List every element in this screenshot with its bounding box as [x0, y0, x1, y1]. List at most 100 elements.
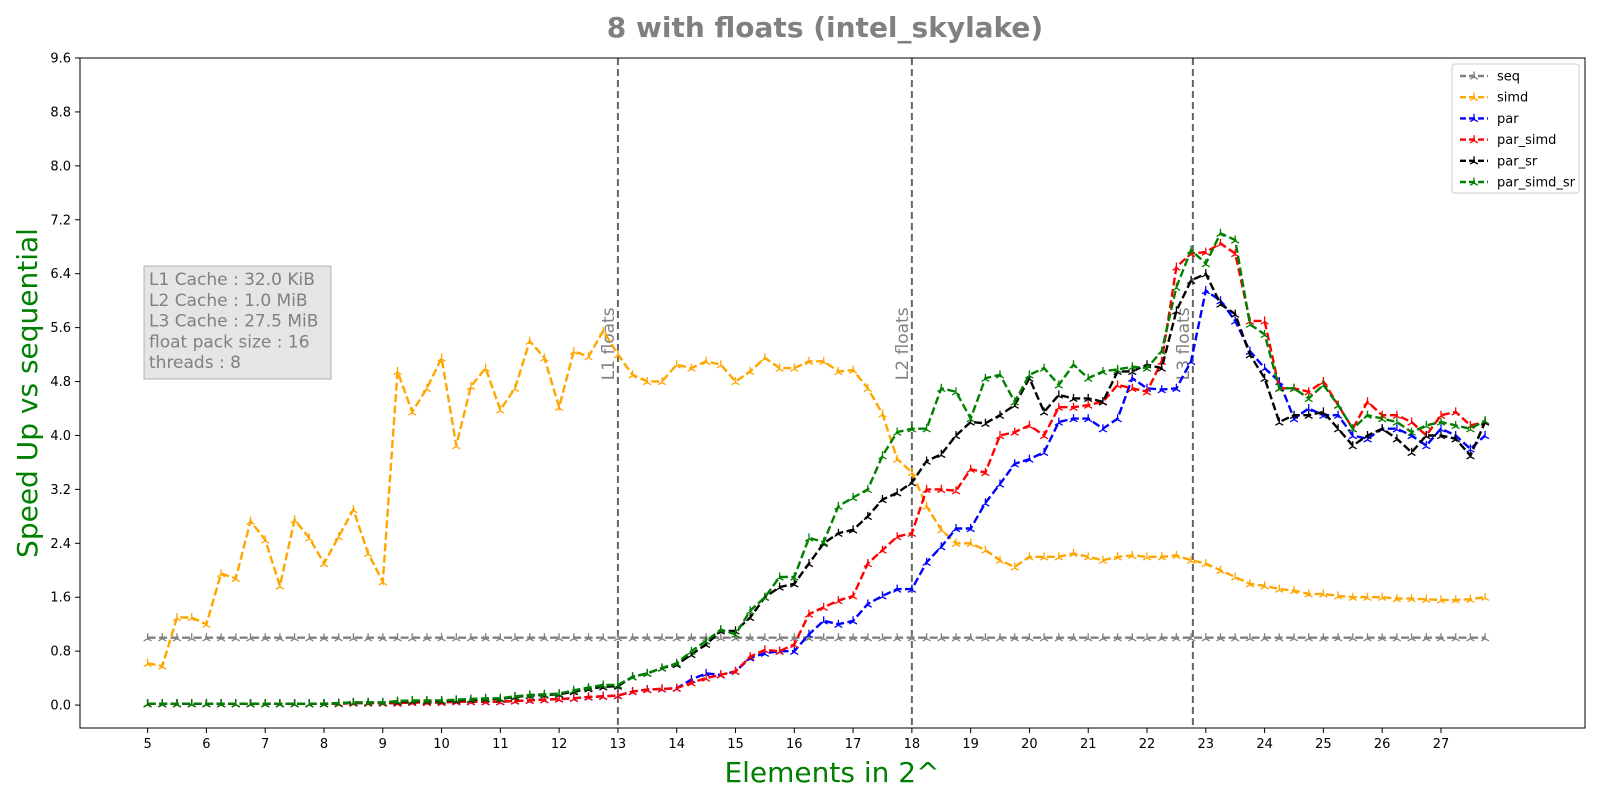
data-point	[187, 633, 196, 642]
data-point	[1480, 592, 1490, 601]
data-point	[1275, 633, 1284, 642]
data-point	[1172, 306, 1181, 315]
data-point	[760, 645, 770, 654]
data-point	[672, 360, 681, 369]
data-point	[1333, 424, 1343, 433]
data-point	[937, 383, 946, 393]
data-point	[452, 695, 461, 704]
data-point	[1098, 366, 1108, 376]
data-point	[1172, 262, 1181, 271]
x-tick-label: 22	[1139, 737, 1156, 752]
data-point	[775, 572, 784, 581]
data-point	[158, 699, 167, 708]
data-point	[305, 699, 314, 708]
plot-frame	[79, 57, 1586, 729]
data-point	[1128, 383, 1137, 393]
data-point	[790, 646, 799, 655]
data-point	[892, 532, 902, 541]
data-point	[966, 414, 975, 423]
cache-vline-label: L2 floats	[893, 307, 913, 380]
data-point	[1275, 417, 1284, 426]
data-point	[1407, 633, 1416, 642]
data-point	[407, 695, 417, 705]
data-point	[554, 689, 564, 698]
data-point	[1319, 633, 1328, 642]
data-point	[892, 633, 902, 642]
data-point	[1113, 414, 1122, 423]
data-point	[1157, 385, 1166, 394]
data-point	[775, 633, 784, 642]
data-point	[1245, 350, 1255, 359]
series-line-par_simd_sr	[147, 231, 1486, 705]
data-point	[1289, 410, 1299, 419]
data-point	[907, 584, 917, 593]
data-point	[687, 363, 696, 372]
data-point	[951, 538, 961, 548]
data-point	[216, 569, 226, 578]
data-point	[613, 691, 623, 700]
data-point	[628, 672, 637, 681]
data-point	[922, 557, 931, 566]
data-point	[834, 633, 843, 642]
data-point	[1436, 595, 1446, 604]
data-point	[790, 572, 799, 581]
data-point	[966, 464, 975, 473]
x-tick-label: 9	[379, 737, 387, 752]
data-point	[1054, 390, 1064, 399]
data-point	[1230, 309, 1240, 318]
data-point	[672, 683, 681, 692]
data-point	[393, 366, 402, 376]
legend-marker-simd	[1469, 92, 1479, 101]
data-point	[804, 533, 814, 542]
data-point	[1054, 633, 1064, 642]
data-point	[1260, 373, 1269, 382]
data-point	[246, 633, 255, 642]
data-point	[1289, 586, 1299, 595]
data-point	[613, 633, 623, 642]
data-point	[760, 353, 770, 362]
data-point	[216, 633, 226, 642]
data-point	[216, 699, 226, 708]
vline-layer: L1 floats L2 floats L3 floats	[599, 58, 1194, 728]
data-point	[1083, 633, 1093, 642]
data-point	[1216, 228, 1225, 238]
data-point	[1142, 387, 1152, 396]
data-point	[1407, 447, 1416, 457]
data-point	[437, 353, 446, 362]
data-point	[687, 633, 696, 642]
data-point	[672, 633, 681, 642]
cache-vline-label: L1 floats	[599, 307, 619, 380]
data-point	[319, 633, 329, 642]
data-point	[1230, 235, 1240, 244]
data-point	[1260, 581, 1269, 590]
data-point	[628, 370, 637, 379]
data-point	[510, 691, 520, 701]
y-axis-label: Speed Up vs sequential	[11, 228, 44, 558]
data-point	[981, 545, 990, 554]
data-point	[305, 633, 314, 642]
data-point	[1039, 633, 1049, 642]
data-point	[937, 525, 946, 534]
x-tick-label: 24	[1256, 737, 1273, 752]
data-point	[1392, 424, 1402, 433]
series-line-par_simd	[147, 241, 1486, 705]
data-point	[260, 535, 270, 544]
data-point	[995, 633, 1005, 642]
data-point	[951, 633, 961, 642]
data-point	[1480, 633, 1490, 642]
data-point	[1069, 633, 1078, 642]
data-point	[1422, 431, 1431, 440]
y-tick-label: 4.8	[50, 375, 71, 390]
data-point	[172, 613, 182, 622]
data-point	[966, 538, 975, 548]
data-point	[1333, 410, 1343, 419]
data-point	[745, 366, 755, 376]
data-point	[540, 633, 549, 642]
data-point	[1186, 275, 1196, 285]
data-point	[804, 609, 814, 618]
legend-label-par_simd_sr: par_simd_sr	[1497, 176, 1576, 191]
data-point	[804, 559, 814, 568]
series-layer	[143, 228, 1490, 708]
data-point	[1113, 633, 1122, 642]
